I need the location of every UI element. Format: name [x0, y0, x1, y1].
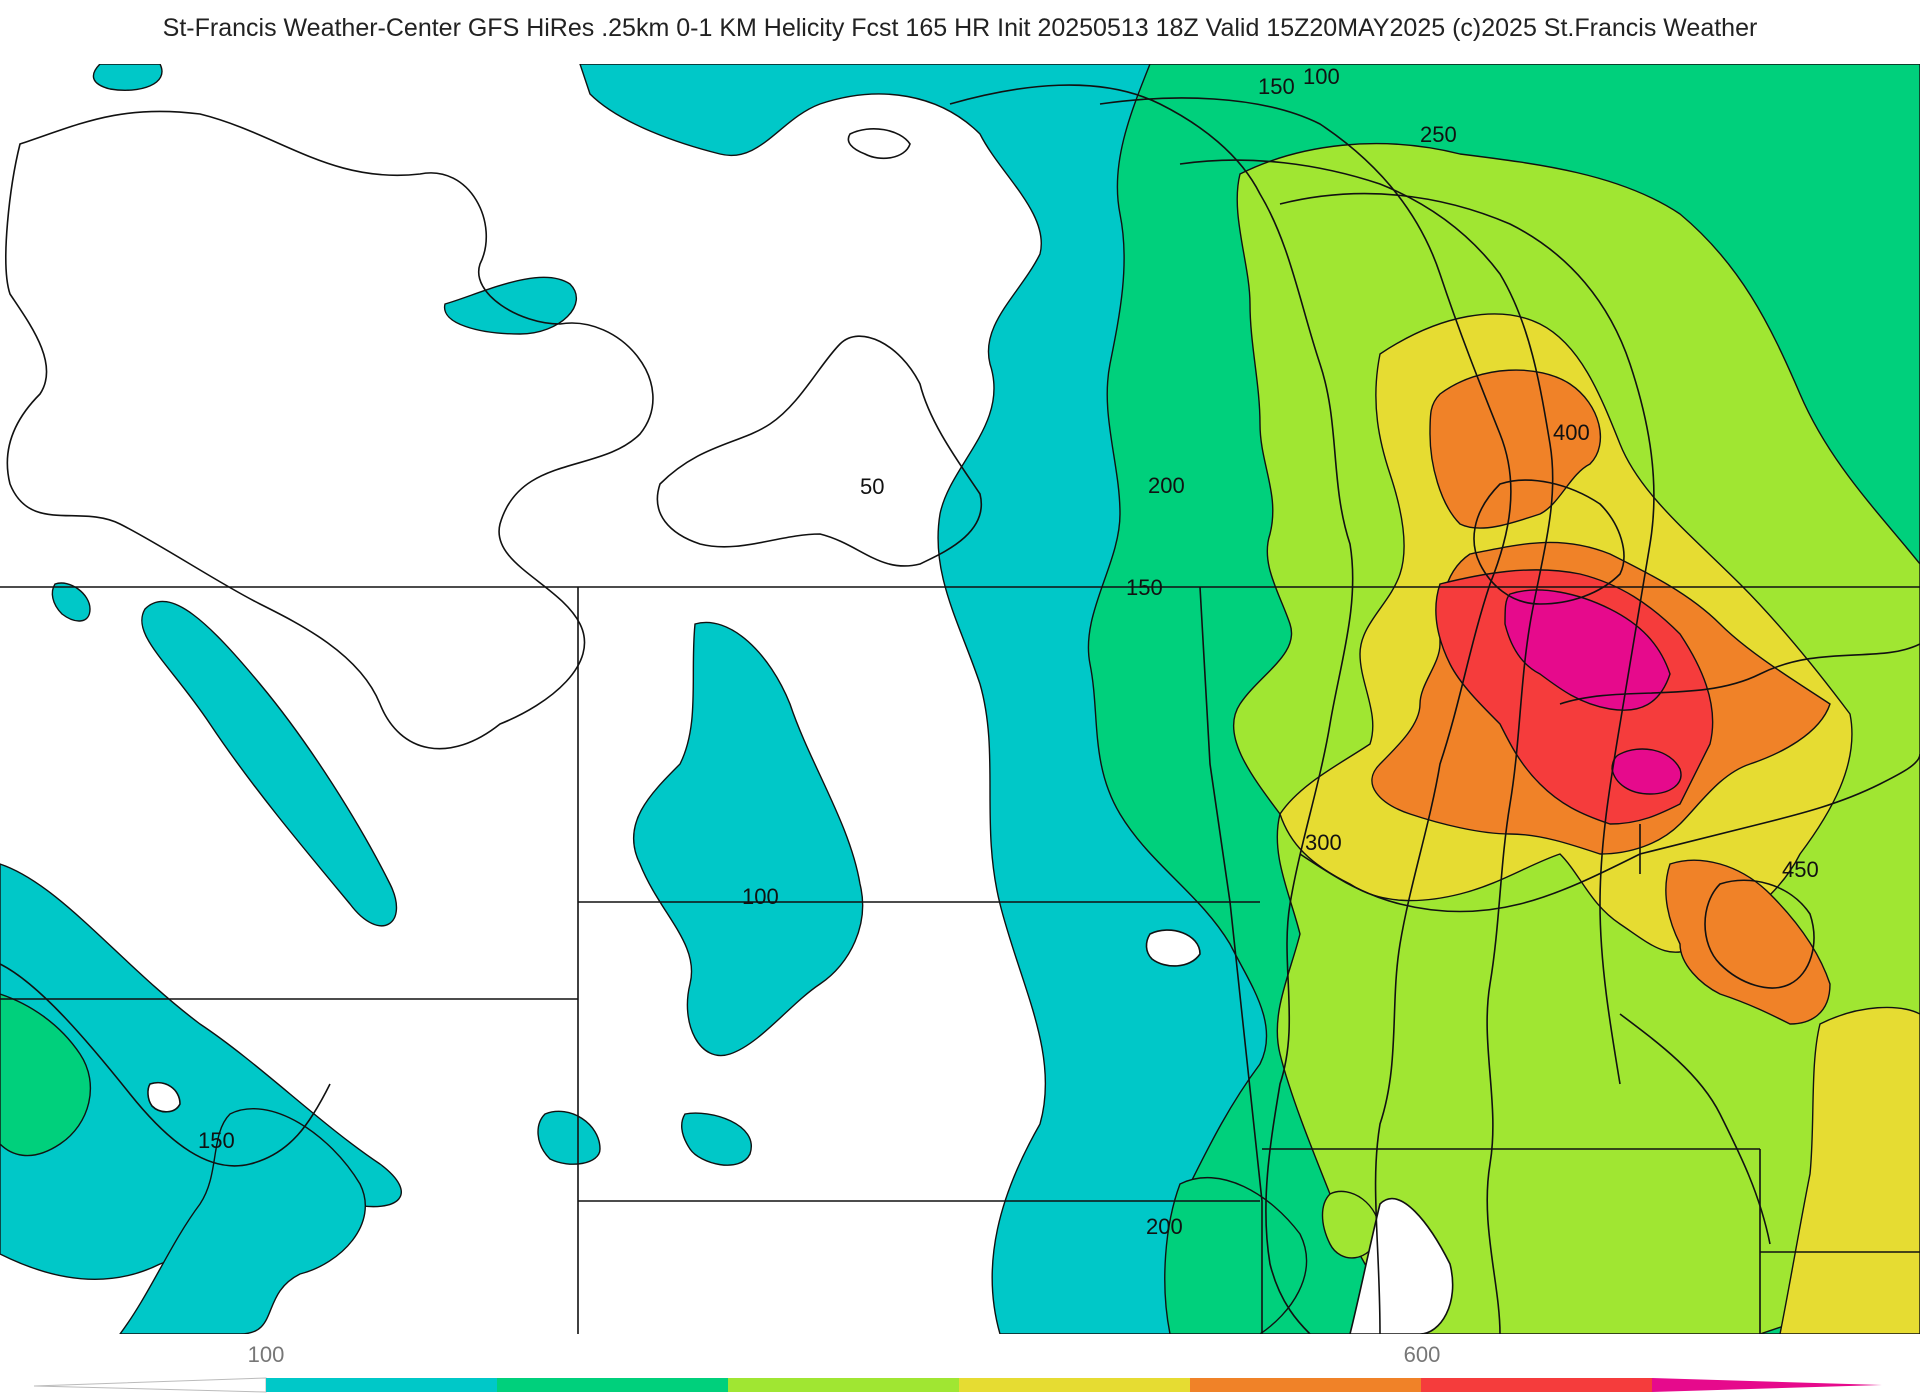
state-borders — [0, 586, 1920, 1334]
fill-300-se — [1665, 859, 1831, 1025]
fill-150-west — [0, 993, 92, 1157]
contour-label-group: 100 150 250 400 50 200 150 300 450 100 1… — [198, 64, 1819, 1239]
legend-swatch-3 — [728, 1378, 959, 1392]
fill-300-north — [1429, 369, 1602, 529]
contour-label-12: 200 — [1146, 1214, 1183, 1239]
map-panel[interactable]: 100 150 250 400 50 200 150 300 450 100 1… — [0, 64, 1920, 1334]
legend-tick-600: 600 — [1403, 1342, 1441, 1367]
border-mn-west — [1199, 586, 1263, 1334]
hole-2 — [1145, 929, 1201, 967]
contour-150 — [1099, 97, 1512, 1334]
legend-tick-100: 100 — [247, 1342, 285, 1367]
contour-250 — [1279, 192, 1655, 1085]
hole-4 — [147, 1082, 181, 1113]
legend-bar — [33, 1377, 1882, 1393]
contour-200 — [1179, 159, 1554, 1334]
fill-400-south — [1611, 748, 1682, 795]
contour-label-4: 400 — [1553, 420, 1590, 445]
helicity-map[interactable]: 100 150 250 400 50 200 150 300 450 100 1… — [0, 64, 1920, 1334]
contour-50-west — [5, 110, 654, 750]
contour-50-east — [656, 335, 983, 567]
fill-100-west-1 — [141, 600, 398, 927]
contour-label-2: 150 — [1258, 74, 1295, 99]
lake-superior-shore — [1559, 643, 1920, 705]
contour-100 — [949, 84, 1354, 1334]
legend-swatch-5 — [1190, 1378, 1421, 1392]
contour-west-150 — [0, 963, 331, 1167]
hole-3 — [1349, 1197, 1454, 1334]
fill-100-blob-1 — [444, 276, 577, 335]
legend-swatches — [266, 1378, 1882, 1392]
legend-swatch-6 — [1421, 1378, 1652, 1392]
border-wi — [1639, 824, 1761, 1334]
fill-100-blob-5 — [51, 582, 91, 622]
legend-swatch-1 — [266, 1378, 497, 1392]
contour-label-11: 150 — [198, 1128, 235, 1153]
fill-100-blob-4 — [681, 1112, 752, 1166]
contour-label-5: 50 — [860, 474, 884, 499]
legend-swatch-2 — [497, 1378, 728, 1392]
fill-100-west-3 — [119, 1108, 366, 1334]
contour-400 — [1473, 479, 1625, 605]
low-holes — [147, 128, 1454, 1334]
contour-label-8: 300 — [1305, 830, 1342, 855]
legend-swatch-7 — [1652, 1378, 1882, 1392]
legend-low-tri — [33, 1377, 267, 1393]
contour-label-6: 200 — [1148, 473, 1185, 498]
fill-100-central — [632, 621, 864, 1057]
contour-label-9: 450 — [1782, 857, 1819, 882]
chart-title: St-Francis Weather-Center GFS HiRes .25k… — [162, 14, 1758, 42]
fill-150-south — [1164, 1176, 1308, 1334]
hole-1 — [847, 128, 911, 160]
river-mississippi — [1619, 1013, 1771, 1245]
helicity-fills — [0, 64, 1920, 1334]
contour-450 — [1704, 879, 1815, 989]
contour-label-7: 150 — [1126, 575, 1163, 600]
color-legend — [0, 1334, 1920, 1400]
contour-label-3: 250 — [1420, 122, 1457, 147]
contour-label-10: 100 — [742, 884, 779, 909]
fill-200-south — [1321, 1190, 1381, 1259]
legend-swatch-4 — [959, 1378, 1190, 1392]
fill-100-blob-2 — [92, 64, 163, 91]
contour-label-1: 100 — [1303, 64, 1340, 89]
contour-lines — [0, 84, 1920, 1334]
contour-300 — [1299, 753, 1920, 913]
